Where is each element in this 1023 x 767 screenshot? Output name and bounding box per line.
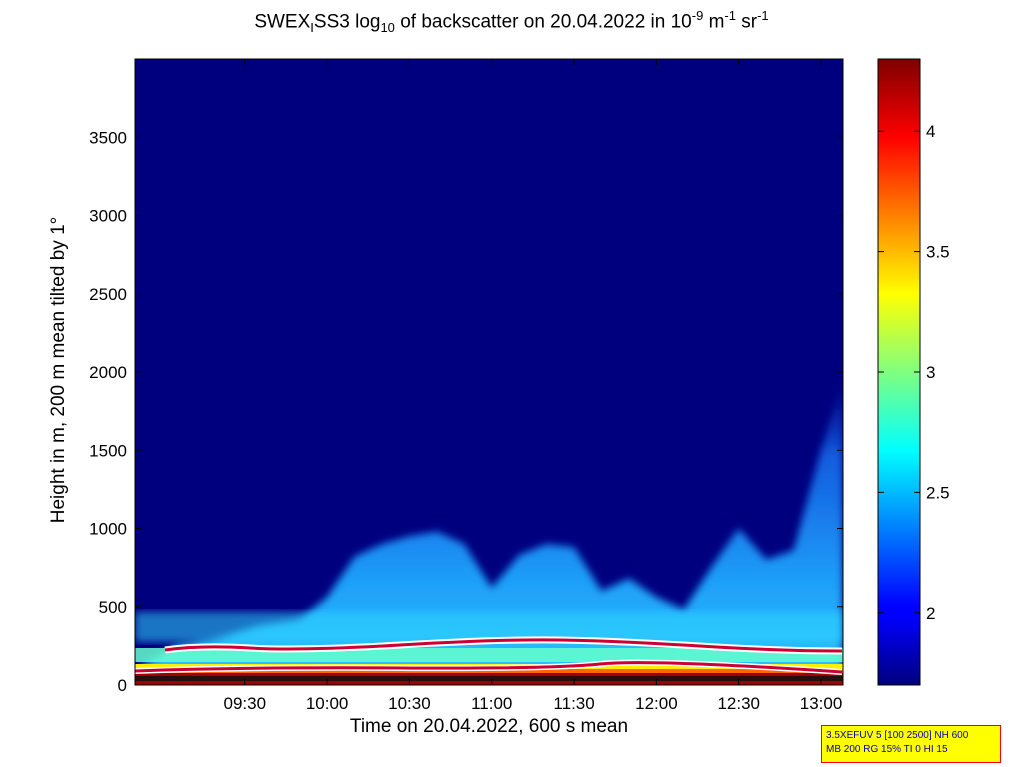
y-tick-label: 1500 [89,441,127,460]
colorbar-tick-label: 3.5 [926,243,950,262]
x-axis: 09:30 10:00 10:30 11:00 11:30 12:00 12:30 13:00 [223,59,842,713]
x-tick-label: 12:00 [635,694,678,713]
x-tick-label: 13:00 [800,694,843,713]
y-tick-label: 3500 [89,128,127,147]
note-line-1: 3.5XEFUV 5 [100 2500] NH 600 [826,730,969,741]
y-tick-label: 0 [118,676,127,695]
y-axis-label: Height in m, 200 m mean tilted by 1° [48,216,69,524]
y-tick-label: 500 [99,598,127,617]
colorbar-ticks: 2 2.5 3 3.5 4 [878,122,950,623]
mid-band [135,612,843,642]
y-tick-label: 2500 [89,285,127,304]
y-tick-label: 3000 [89,207,127,226]
x-tick-label: 11:30 [553,694,594,713]
colorbar-gradient [877,58,921,686]
upper-contour-core [164,638,843,653]
x-axis-label: Time on 20.04.2022, 600 s mean [349,716,629,737]
colorbar-tick-label: 4 [926,122,935,141]
y-tick-label: 2000 [89,363,127,382]
colorbar-tick-label: 2 [926,604,935,623]
x-tick-label: 10:30 [388,694,431,713]
lower-contour-core [135,661,843,674]
aerosol-layer [135,379,843,685]
orange-band [135,669,843,673]
colorbar: 2 2.5 3 3.5 4 [877,58,950,686]
x-tick-label: 11:00 [471,694,512,713]
x-tick-label: 09:30 [223,694,266,713]
y-tick-label: 1000 [89,520,127,539]
y-axis: 0 500 1000 1500 2000 2500 3000 3500 [89,128,843,695]
note-line-2: MB 200 RG 15% TI 0 HI 15 [826,744,948,755]
heatmap-aerosol-layers [135,379,843,685]
colorbar-tick-label: 2.5 [926,483,950,502]
processing-parameters-note: 3.5XEFUV 5 [100 2500] NH 600 MB 200 RG 1… [821,725,1001,763]
chart-title: SWEXISS3 log10 of backscatter on 20.04.2… [254,8,769,36]
ground-noise [135,676,843,681]
plot-area: 09:30 10:00 10:30 11:00 11:30 12:00 12:30 13:00… [89,58,844,713]
x-tick-label: 12:30 [717,694,760,713]
colorbar-tick-label: 3 [926,363,935,382]
x-tick-label: 10:00 [306,694,349,713]
